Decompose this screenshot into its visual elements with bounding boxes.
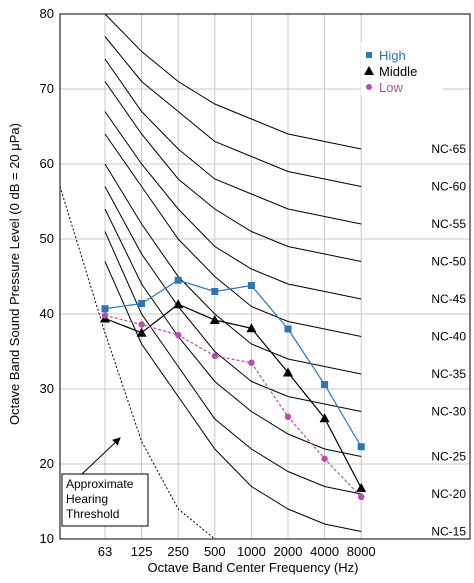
- nc-curve-label: NC-30: [431, 405, 466, 419]
- threshold-annotation: Approximate Hearing Threshold: [61, 437, 149, 527]
- x-tick-label: 125: [131, 544, 153, 559]
- annotation-line-2: Hearing: [66, 492, 108, 506]
- x-tick-label: 2000: [274, 544, 303, 559]
- x-tick-label: 8000: [347, 544, 376, 559]
- y-tick-label: 70: [40, 81, 54, 96]
- x-tick-label: 63: [98, 544, 112, 559]
- legend-box: [361, 43, 443, 95]
- nc-curve-line: [104, 261, 362, 532]
- series-line-high: [104, 279, 362, 448]
- nc-curve-line: [104, 231, 362, 495]
- nc-curve-line: [104, 58, 362, 225]
- axes: 10 20 30 40 50 60 70 80 63 125 250 500 1000 2000 4000 8…: [40, 6, 471, 559]
- nc-curve-line: [104, 36, 362, 187]
- legend-label-middle: Middle: [379, 64, 417, 79]
- marker-middle: [283, 367, 293, 377]
- marker-low: [284, 413, 292, 420]
- y-tick-label: 40: [40, 306, 54, 321]
- y-tick-label: 10: [40, 531, 54, 546]
- marker-low: [321, 455, 328, 462]
- nc-curve-label: NC-50: [431, 255, 466, 269]
- annotation-line-1: Approximate: [66, 477, 134, 491]
- nc-curve-label: NC-35: [431, 367, 466, 381]
- marker-high: [138, 300, 146, 307]
- marker-low: [358, 493, 365, 501]
- y-axis-title: Octave Band Sound Pressure Level (0 dB =…: [7, 123, 22, 425]
- marker-high: [211, 288, 219, 295]
- marker-low: [175, 331, 182, 339]
- marker-high: [284, 325, 292, 333]
- nc-curve-label: NC-25: [431, 450, 466, 464]
- nc-curves: NC-65 NC-60 NC-55 NC-50 NC-45 NC-40 NC-35 NC-30…: [104, 13, 466, 539]
- nc-curve-label: NC-40: [431, 330, 466, 344]
- x-axis-title: Octave Band Center Frequency (Hz): [148, 560, 359, 575]
- annotation-box: [61, 473, 149, 527]
- marker-high: [247, 282, 255, 289]
- y-tick-label: 60: [40, 156, 54, 171]
- y-tick-label: 30: [40, 381, 54, 396]
- series-line-low: [104, 314, 362, 498]
- nc-curve-line: [104, 81, 362, 262]
- marker-middle: [246, 323, 257, 333]
- marker-high: [357, 443, 365, 451]
- nc-curve-line: [104, 133, 362, 337]
- legend-marker-low: [366, 84, 372, 90]
- marker-high: [321, 381, 329, 388]
- marker-low: [248, 359, 255, 366]
- x-tick-label: 1000: [237, 544, 266, 559]
- x-tick-label: 500: [204, 544, 226, 559]
- y-tick-label: 80: [40, 6, 54, 21]
- hearing-threshold: [59, 186, 216, 540]
- nc-curve-line: [104, 208, 362, 457]
- nc-curve-label: NC-60: [431, 180, 466, 194]
- marker-low: [211, 352, 218, 360]
- legend-marker-middle: [364, 66, 374, 75]
- x-tick-label: 250: [167, 544, 189, 559]
- nc-curve-line: [104, 13, 362, 150]
- marker-high: [101, 305, 109, 313]
- legend-label-low: Low: [379, 80, 403, 95]
- nc-curve-label: NC-15: [431, 525, 466, 539]
- nc-curve-line: [104, 163, 362, 375]
- marker-low: [138, 321, 145, 328]
- plot-area: [60, 14, 470, 539]
- annotation-arrow: [81, 437, 121, 475]
- plot-frame: [59, 13, 471, 540]
- series-line-middle: [104, 303, 362, 489]
- data-series: [100, 276, 367, 501]
- nc-curve-label: NC-55: [431, 217, 466, 231]
- y-tick-label: 20: [40, 456, 54, 471]
- annotation-line-3: Threshold: [66, 507, 119, 521]
- x-tick-label: 4000: [310, 544, 339, 559]
- y-tick-label: 50: [40, 231, 54, 246]
- marker-middle: [136, 327, 147, 337]
- nc-curve-label: NC-65: [431, 142, 466, 156]
- marker-high: [174, 276, 182, 284]
- hearing-threshold-line: [59, 186, 216, 540]
- grid: [60, 13, 470, 540]
- marker-middle: [209, 315, 220, 324]
- legend-marker-high: [366, 52, 372, 58]
- marker-middle: [319, 413, 330, 423]
- nc-curve-line: [104, 186, 362, 412]
- nc-curve-line: [104, 111, 362, 300]
- marker-middle: [356, 483, 367, 492]
- marker-low: [101, 312, 109, 319]
- marker-middle: [173, 299, 184, 309]
- nc-curve-label: NC-20: [431, 487, 466, 501]
- nc-curve-label: NC-45: [431, 292, 466, 306]
- legend-label-high: High: [379, 48, 406, 63]
